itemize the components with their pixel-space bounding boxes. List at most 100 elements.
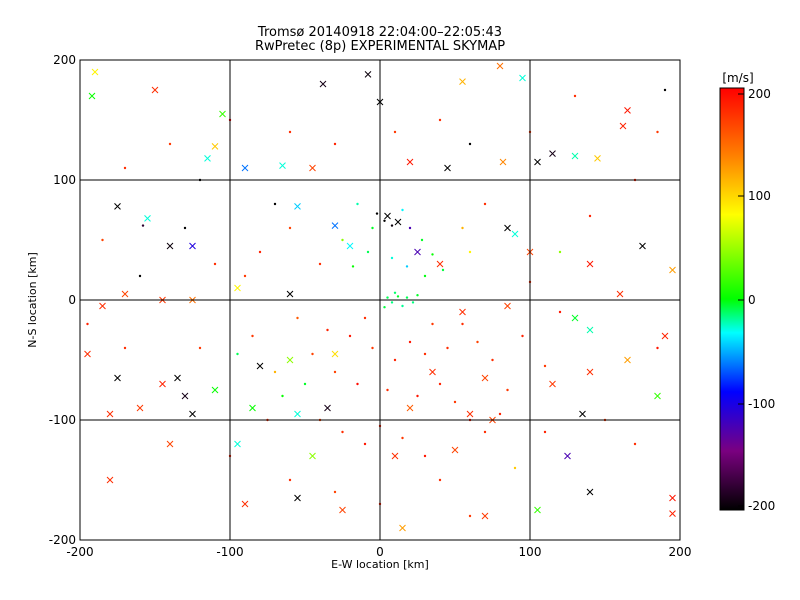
cross-marker <box>616 290 624 298</box>
cross-marker <box>286 356 294 364</box>
y-tick-label: -200 <box>49 533 76 547</box>
cross-marker <box>331 222 339 229</box>
dot-marker <box>258 250 262 254</box>
cross-marker <box>639 242 646 250</box>
dot-marker <box>543 364 547 368</box>
dot-marker <box>363 316 367 320</box>
cross-marker <box>279 162 286 169</box>
dot-marker <box>420 238 424 242</box>
cross-marker <box>286 290 294 298</box>
cross-marker <box>121 290 129 298</box>
dot-marker <box>416 294 419 297</box>
dot-marker <box>438 478 442 482</box>
cross-marker <box>174 374 181 382</box>
cross-marker <box>394 218 402 226</box>
y-tick-label: 100 <box>53 173 76 187</box>
dot-marker <box>288 226 292 230</box>
cross-marker <box>151 86 159 94</box>
cross-marker <box>91 68 99 76</box>
cross-marker <box>661 332 669 340</box>
dot-marker <box>483 202 487 206</box>
dot-marker <box>431 322 434 326</box>
dot-marker <box>405 296 409 299</box>
dot-marker <box>351 265 355 268</box>
dot-marker <box>86 322 89 326</box>
cross-marker <box>88 92 96 100</box>
dot-marker <box>311 352 314 356</box>
cross-marker <box>294 410 301 418</box>
cross-marker <box>669 510 676 517</box>
dot-marker <box>333 142 337 146</box>
cross-marker <box>234 440 241 448</box>
cross-marker <box>189 410 196 418</box>
dot-marker <box>408 340 412 344</box>
dot-marker <box>423 274 427 278</box>
chart-subtitle: RwPretec (8p) EXPERIMENTAL SKYMAP <box>255 39 505 54</box>
colorbar-tick-label: 200 <box>748 87 771 101</box>
dot-marker <box>198 346 202 350</box>
dot-marker <box>431 253 434 256</box>
cross-marker <box>189 242 196 250</box>
cross-marker <box>241 500 249 508</box>
cross-marker <box>624 356 631 364</box>
dot-marker <box>405 265 409 268</box>
y-tick-labels: -200 -100 0 100 200 <box>49 53 76 547</box>
dot-marker <box>513 466 517 470</box>
y-tick-label: 0 <box>68 293 76 307</box>
x-tick-labels: -200 -100 0 100 200 <box>66 545 691 559</box>
cross-marker <box>391 452 399 460</box>
cross-marker <box>436 260 444 268</box>
dot-marker <box>243 274 247 278</box>
x-tick-label: 100 <box>519 545 542 559</box>
dot-marker <box>375 212 379 215</box>
dot-marker <box>396 295 400 298</box>
y-axis-label: N-S location [km] <box>26 252 39 348</box>
cross-marker <box>384 212 391 220</box>
colorbar-unit-label: [m/s] <box>722 71 753 85</box>
x-tick-label: -200 <box>66 545 93 559</box>
dot-marker <box>386 388 389 392</box>
dot-marker <box>303 382 307 386</box>
dot-marker <box>401 208 404 212</box>
cross-marker <box>444 164 451 172</box>
cross-marker <box>624 107 631 114</box>
cross-marker <box>654 392 661 400</box>
cross-marker <box>144 215 151 222</box>
dot-marker <box>371 226 374 230</box>
cross-marker <box>136 404 144 412</box>
dot-marker <box>411 301 415 304</box>
dot-marker <box>273 370 277 374</box>
dot-marker <box>633 442 637 446</box>
cross-marker <box>586 368 594 376</box>
dot-marker <box>101 238 104 242</box>
cross-marker <box>211 386 219 394</box>
dot-marker <box>498 412 502 416</box>
chart-title: Tromsø 20140918 22:04:00–22:05:43 <box>257 25 502 40</box>
dot-marker <box>461 226 464 230</box>
dot-marker <box>558 310 562 314</box>
dot-marker <box>441 268 445 272</box>
dot-marker <box>183 226 187 230</box>
cross-marker <box>294 494 301 502</box>
cross-marker <box>429 368 436 376</box>
cross-marker <box>319 80 327 88</box>
cross-marker <box>399 524 406 532</box>
cross-marker <box>586 326 594 334</box>
dot-marker <box>333 370 337 374</box>
dot-marker <box>423 352 427 356</box>
dot-marker <box>393 130 397 134</box>
dot-marker <box>348 334 352 338</box>
dot-marker <box>438 382 442 386</box>
cross-marker <box>294 203 301 210</box>
dot-marker <box>273 202 277 206</box>
dot-marker <box>333 490 337 494</box>
cross-marker <box>579 410 586 418</box>
cross-marker <box>234 284 241 292</box>
colorbar-tick-label: -200 <box>748 499 775 513</box>
dot-marker <box>236 352 239 356</box>
x-tick-label: -100 <box>216 545 243 559</box>
cross-marker <box>241 164 249 172</box>
cross-marker <box>669 266 676 274</box>
dot-marker <box>558 250 562 254</box>
